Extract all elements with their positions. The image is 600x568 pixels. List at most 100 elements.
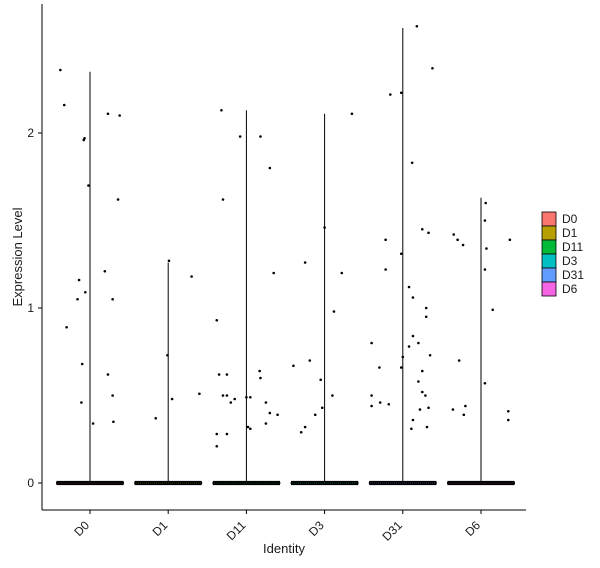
data-point (292, 481, 295, 485)
data-point (378, 481, 381, 485)
data-point (234, 481, 237, 485)
x-tick-label: D1 (150, 518, 171, 539)
legend-swatch-D0 (541, 211, 557, 227)
data-point (452, 233, 456, 236)
data-point (316, 481, 319, 485)
data-point (154, 481, 157, 485)
data-point (494, 481, 498, 485)
data-point (378, 401, 382, 404)
data-point (382, 481, 385, 485)
data-point (422, 481, 425, 485)
data-point (172, 481, 175, 485)
data-point (215, 318, 219, 322)
data-point (417, 380, 420, 383)
data-point (500, 481, 504, 485)
data-point (510, 481, 514, 485)
data-point (229, 401, 233, 404)
data-point (180, 481, 183, 485)
legend-swatch-D6 (541, 281, 557, 297)
data-point (322, 481, 325, 485)
data-point (427, 231, 430, 235)
data-point (378, 366, 381, 369)
data-point (418, 481, 421, 485)
data-point (118, 114, 121, 117)
y-tick-label: 0 (27, 476, 34, 490)
y-tick-label: 1 (27, 301, 34, 315)
data-point (399, 91, 403, 95)
data-point (262, 481, 265, 485)
data-point (350, 112, 354, 116)
data-point (167, 259, 171, 263)
data-point (421, 369, 424, 373)
data-point (426, 481, 429, 485)
data-point (259, 376, 262, 380)
data-point (233, 397, 236, 401)
data-point (111, 297, 114, 301)
data-point (121, 481, 125, 485)
data-point (306, 481, 309, 485)
data-point (504, 481, 508, 485)
data-point (421, 390, 424, 394)
data-point (156, 481, 159, 485)
data-point (238, 135, 242, 138)
data-point (224, 481, 227, 485)
data-point (483, 219, 487, 222)
data-point (138, 481, 141, 485)
data-point (184, 481, 187, 485)
data-point (496, 481, 500, 485)
data-point (134, 481, 137, 485)
data-point (427, 406, 430, 410)
data-point (386, 481, 389, 485)
data-point (332, 481, 335, 485)
data-point (216, 481, 219, 485)
data-point (430, 481, 433, 485)
data-point (308, 481, 311, 485)
data-point (406, 481, 409, 485)
data-point (260, 481, 263, 485)
data-point (152, 481, 155, 485)
data-point (370, 481, 373, 485)
data-point (452, 481, 456, 485)
data-point (404, 481, 407, 485)
data-point (458, 481, 462, 485)
data-point (502, 481, 506, 485)
data-point (326, 481, 329, 485)
data-point (258, 481, 261, 485)
data-point (214, 481, 217, 485)
data-point (232, 481, 235, 485)
data-point (117, 481, 121, 485)
data-point (384, 481, 387, 485)
data-point (507, 418, 510, 422)
data-point (274, 481, 277, 485)
data-point (62, 103, 66, 107)
data-point (462, 481, 466, 485)
data-point (507, 409, 510, 413)
data-point (192, 481, 195, 485)
data-point (313, 413, 317, 417)
data-point (73, 481, 77, 485)
data-point (59, 481, 63, 485)
data-point (292, 364, 295, 368)
data-point (490, 481, 494, 485)
data-point (238, 481, 241, 485)
data-point (264, 422, 268, 425)
data-point (221, 198, 225, 201)
data-point (485, 247, 488, 250)
data-point (474, 481, 478, 485)
data-point (414, 481, 417, 485)
data-point (266, 481, 269, 485)
data-point (230, 481, 233, 485)
data-point (424, 315, 428, 319)
x-tick-label: D3 (306, 518, 327, 539)
x-axis-title: Identity (263, 541, 305, 556)
data-point (464, 404, 467, 408)
data-point (198, 481, 201, 485)
data-point (424, 306, 428, 310)
data-point (148, 481, 151, 485)
data-point (106, 112, 110, 116)
data-point (290, 481, 293, 485)
data-point (492, 481, 496, 485)
data-point (398, 481, 401, 485)
data-point (264, 401, 268, 404)
data-point (461, 243, 465, 247)
